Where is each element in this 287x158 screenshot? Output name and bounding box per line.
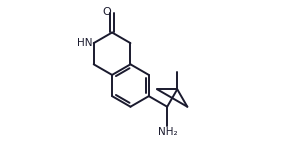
Text: NH₂: NH₂ — [158, 127, 177, 137]
Text: HN: HN — [77, 38, 92, 48]
Text: O: O — [102, 7, 111, 17]
